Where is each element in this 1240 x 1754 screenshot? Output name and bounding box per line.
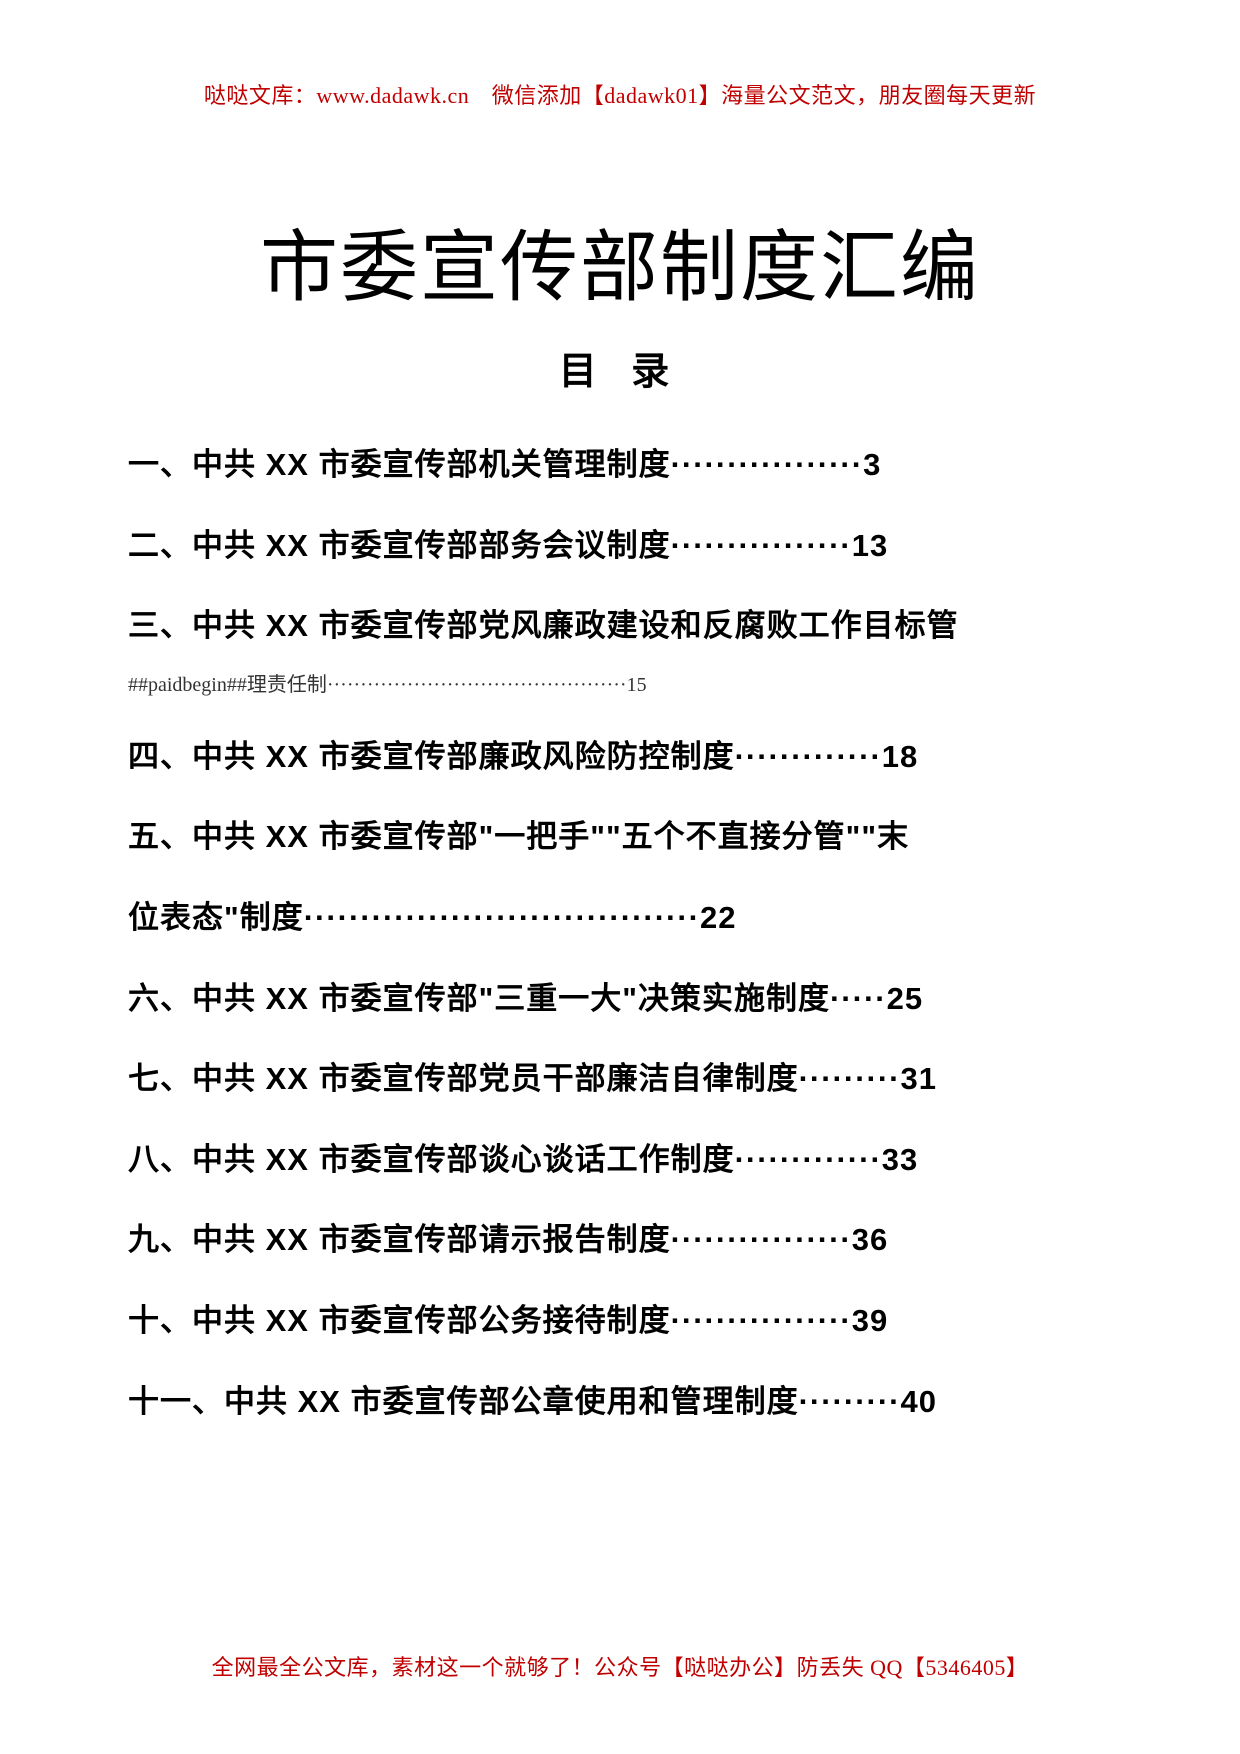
toc-entry: 一、中共 XX 市委宣传部机关管理制度·················3 [128, 425, 1112, 506]
header-watermark: 哒哒文库：www.dadawk.cn 微信添加【dadawk01】海量公文范文，… [0, 78, 1240, 110]
toc-heading: 目 录 [0, 340, 1240, 395]
footer-watermark: 全网最全公文库，素材这一个就够了！公众号【哒哒办公】防丢失 QQ【5346405… [0, 1650, 1240, 1682]
toc-entry: 八、中共 XX 市委宣传部谈心谈话工作制度·············33 [128, 1120, 1112, 1201]
toc-entry: 三、中共 XX 市委宣传部党风廉政建设和反腐败工作目标管 [128, 586, 1112, 667]
toc-entry: 四、中共 XX 市委宣传部廉政风险防控制度·············18 [128, 717, 1112, 798]
toc-entry: 六、中共 XX 市委宣传部"三重一大"决策实施制度·····25 [128, 959, 1112, 1040]
document-main-title: 市委宣传部制度汇编 [0, 205, 1240, 317]
toc-entry: 九、中共 XX 市委宣传部请示报告制度················36 [128, 1200, 1112, 1281]
toc-entry: 七、中共 XX 市委宣传部党员干部廉洁自律制度·········31 [128, 1039, 1112, 1120]
toc-entry: 十、中共 XX 市委宣传部公务接待制度················39 [128, 1281, 1112, 1362]
toc-entry: 五、中共 XX 市委宣传部"一把手""五个不直接分管""末 [128, 797, 1112, 878]
toc-entry: 二、中共 XX 市委宣传部部务会议制度················13 [128, 506, 1112, 587]
toc-entry: 位表态"制度··································… [128, 878, 1112, 959]
toc-sub-entry: ##paidbegin##理责任制·······················… [128, 661, 1112, 709]
toc-entry: 十一、中共 XX 市委宣传部公章使用和管理制度·········40 [128, 1362, 1112, 1443]
table-of-contents: 一、中共 XX 市委宣传部机关管理制度·················3 二、… [128, 425, 1112, 1442]
